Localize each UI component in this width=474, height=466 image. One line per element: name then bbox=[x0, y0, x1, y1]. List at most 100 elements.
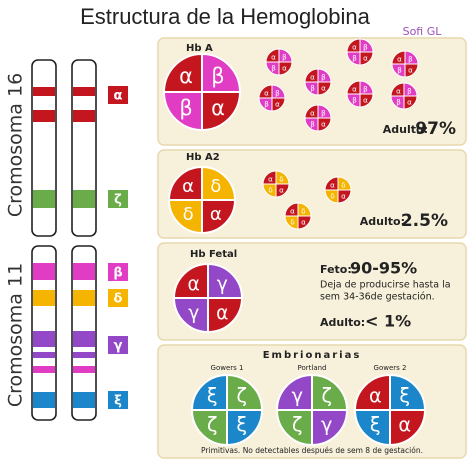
subunit-symbol: α bbox=[352, 43, 357, 52]
subunit-symbol: α bbox=[321, 83, 326, 92]
subunit-symbol: α bbox=[182, 176, 194, 197]
band bbox=[33, 290, 55, 306]
subunit bbox=[389, 373, 427, 411]
subunit-symbol: α bbox=[216, 303, 228, 324]
stage: Adulto: bbox=[360, 215, 405, 228]
band bbox=[33, 87, 55, 96]
author: Sofi GL bbox=[403, 25, 443, 38]
subunit bbox=[172, 297, 209, 334]
stage: Feto: bbox=[320, 263, 352, 276]
note: Primitivas. No detectables después de se… bbox=[201, 446, 423, 455]
subunit-symbol: α bbox=[310, 73, 315, 82]
subunit-symbol: α bbox=[363, 53, 368, 62]
panel-name: Embrionarias bbox=[263, 350, 362, 361]
type-name: Gowers 1 bbox=[211, 364, 244, 372]
subunit-symbol: γ bbox=[188, 303, 199, 324]
note: sem 34-36de gestación. bbox=[320, 292, 435, 303]
subunit bbox=[190, 373, 228, 411]
chromosome-label: Cromosoma 11 bbox=[5, 263, 27, 407]
panel bbox=[157, 149, 467, 239]
subunit-symbol: α bbox=[188, 274, 200, 295]
subunit-symbol: δ bbox=[341, 181, 345, 190]
subunit-symbol: α bbox=[397, 55, 402, 64]
subunit bbox=[389, 409, 427, 447]
subunit-symbol: α bbox=[179, 64, 193, 88]
subunit bbox=[275, 183, 290, 198]
subunit bbox=[162, 91, 203, 132]
percentage: 90-95% bbox=[350, 259, 417, 278]
gene-box bbox=[108, 86, 128, 104]
percentage: < 1% bbox=[365, 312, 411, 331]
band bbox=[73, 190, 95, 208]
chromosome-11 bbox=[31, 245, 97, 421]
subunit bbox=[359, 93, 374, 108]
subunit-symbol: δ bbox=[268, 185, 272, 194]
note: Deja de producirse hasta la bbox=[320, 280, 451, 291]
subunit-symbol: β bbox=[282, 53, 287, 62]
subunit-symbol: β bbox=[397, 65, 402, 74]
band bbox=[73, 87, 95, 96]
subunit-symbol: ξ bbox=[370, 413, 381, 436]
subunit bbox=[201, 52, 242, 93]
subunit bbox=[317, 81, 332, 96]
band bbox=[33, 392, 55, 408]
subunit-symbol: β bbox=[352, 95, 357, 104]
band bbox=[73, 263, 95, 280]
subunit-symbol: α bbox=[290, 207, 295, 216]
type-name: Portland bbox=[298, 364, 327, 372]
percentage: 97% bbox=[415, 119, 456, 139]
chromosome-label: Cromosoma 16 bbox=[5, 73, 27, 217]
subunit bbox=[207, 262, 244, 299]
subunit bbox=[226, 409, 264, 447]
subunit-symbol: α bbox=[210, 204, 222, 225]
subunit-symbol: α bbox=[352, 85, 357, 94]
title: Estructura de la Hemoglobina bbox=[80, 4, 371, 29]
subunit-symbol: α bbox=[341, 191, 346, 200]
band bbox=[73, 110, 95, 122]
gene-symbol: ζ bbox=[114, 193, 122, 208]
subunit bbox=[275, 409, 313, 447]
gene-symbol: δ bbox=[114, 292, 123, 307]
gene-symbol: ξ bbox=[114, 394, 122, 409]
subunit-symbol: β bbox=[275, 89, 280, 98]
subunit-symbol: δ bbox=[290, 217, 294, 226]
gene-box bbox=[108, 336, 128, 354]
subunit-symbol: γ bbox=[321, 413, 332, 436]
subunit-symbol: β bbox=[407, 87, 412, 96]
stage: Adulto: bbox=[320, 316, 365, 329]
subunit bbox=[311, 409, 349, 447]
subunit-symbol: α bbox=[321, 119, 326, 128]
subunit bbox=[271, 97, 286, 112]
chromatid bbox=[71, 59, 97, 237]
panel-name: Hb A2 bbox=[186, 152, 220, 163]
subunit-symbol: δ bbox=[183, 204, 194, 225]
subunit-symbol: α bbox=[301, 217, 306, 226]
subunit-symbol: β bbox=[321, 109, 326, 118]
subunit-symbol: ξ bbox=[399, 384, 410, 407]
subunit-symbol: δ bbox=[330, 191, 334, 200]
band bbox=[73, 366, 95, 373]
chromosome-16 bbox=[31, 59, 97, 237]
subunit-symbol: ξ bbox=[236, 413, 247, 436]
subunit-symbol: β bbox=[363, 85, 368, 94]
subunit bbox=[353, 409, 391, 447]
band bbox=[33, 110, 55, 122]
subunit bbox=[353, 373, 391, 411]
subunit-symbol: β bbox=[352, 53, 357, 62]
panel-name: Hb Fetal bbox=[190, 249, 237, 260]
subunit-symbol: β bbox=[179, 96, 192, 120]
subunit-symbol: α bbox=[268, 175, 273, 184]
subunit-symbol: β bbox=[264, 99, 269, 108]
subunit bbox=[162, 52, 203, 93]
subunit bbox=[190, 409, 228, 447]
subunit bbox=[167, 165, 203, 201]
subunit-symbol: α bbox=[275, 99, 280, 108]
subunit-symbol: δ bbox=[279, 175, 283, 184]
subunit bbox=[278, 61, 293, 76]
subunit bbox=[359, 51, 374, 66]
subunit-symbol: α bbox=[363, 95, 368, 104]
band bbox=[73, 392, 95, 408]
subunit-symbol: β bbox=[396, 97, 401, 106]
subunit bbox=[226, 373, 264, 411]
